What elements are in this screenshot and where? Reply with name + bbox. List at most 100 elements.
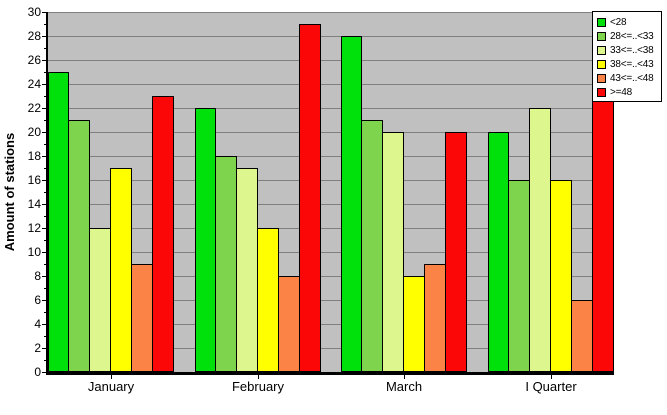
y-minor-tick-mark xyxy=(44,96,46,97)
legend-label: <28 xyxy=(610,16,627,28)
legend-label: 28<=..<33 xyxy=(610,30,654,42)
x-category-label: March xyxy=(385,379,423,394)
legend-label: 38<=..<43 xyxy=(610,58,654,70)
bar xyxy=(529,108,551,372)
bar xyxy=(361,120,383,372)
gridline xyxy=(48,252,614,253)
y-minor-tick-mark xyxy=(44,168,46,169)
bar xyxy=(195,108,216,372)
bar xyxy=(257,228,279,372)
y-minor-tick-mark xyxy=(44,312,46,313)
y-tick-label: 20 xyxy=(27,125,41,139)
y-tick-mark xyxy=(42,180,46,181)
y-minor-tick-mark xyxy=(44,72,46,73)
legend-label: 33<=..<38 xyxy=(610,44,654,56)
x-category-label: January xyxy=(87,379,135,394)
y-tick-label: 22 xyxy=(27,101,41,115)
bar xyxy=(215,156,237,372)
legend-swatch xyxy=(597,73,606,83)
y-minor-tick-mark xyxy=(44,288,46,289)
y-tick-label: 2 xyxy=(34,341,41,355)
bar xyxy=(68,120,90,372)
y-axis-line xyxy=(46,12,48,375)
y-minor-tick-mark xyxy=(44,336,46,337)
y-tick-label: 26 xyxy=(27,53,41,67)
y-tick-label: 8 xyxy=(34,269,41,283)
bar xyxy=(131,264,153,372)
legend-swatch xyxy=(597,45,606,55)
bar xyxy=(278,276,300,372)
gridline xyxy=(48,180,614,181)
y-minor-tick-mark xyxy=(44,216,46,217)
y-tick-mark xyxy=(42,36,46,37)
bar xyxy=(110,168,132,372)
bar xyxy=(299,24,321,372)
bar xyxy=(341,36,362,372)
gridline xyxy=(48,324,614,325)
x-category-label: February xyxy=(231,379,285,394)
y-tick-mark xyxy=(42,372,46,373)
y-tick-label: 14 xyxy=(27,197,41,211)
gridline xyxy=(48,156,614,157)
y-minor-tick-mark xyxy=(44,240,46,241)
y-tick-mark xyxy=(42,276,46,277)
gridline xyxy=(48,300,614,301)
bar xyxy=(403,276,425,372)
legend-item: 43<=..<48 xyxy=(597,71,658,85)
bar xyxy=(152,96,174,372)
y-tick-label: 24 xyxy=(27,77,41,91)
legend-swatch xyxy=(597,31,606,41)
y-minor-tick-mark xyxy=(44,264,46,265)
x-tick-mark xyxy=(111,375,112,379)
y-tick-label: 12 xyxy=(27,221,41,235)
legend: <28 28<=..<33 33<=..<38 38<=..<43 43<=..<48 >… xyxy=(592,11,662,102)
x-category-label: I Quarter xyxy=(525,379,577,394)
y-tick-mark xyxy=(42,204,46,205)
y-tick-mark xyxy=(42,300,46,301)
y-tick-mark xyxy=(42,60,46,61)
y-minor-tick-mark xyxy=(44,48,46,49)
y-tick-label: 18 xyxy=(27,149,41,163)
y-tick-mark xyxy=(42,132,46,133)
y-tick-label: 0 xyxy=(34,365,41,379)
legend-item: 28<=..<33 xyxy=(597,29,658,43)
y-tick-label: 30 xyxy=(27,5,41,19)
bar xyxy=(550,180,572,372)
gridline xyxy=(48,12,614,13)
legend-swatch xyxy=(597,87,606,97)
y-minor-tick-mark xyxy=(44,144,46,145)
gridline xyxy=(48,276,614,277)
y-tick-label: 28 xyxy=(27,29,41,43)
bar xyxy=(445,132,467,372)
x-tick-mark xyxy=(258,375,259,379)
legend-item: 33<=..<38 xyxy=(597,43,658,57)
x-axis-line xyxy=(46,372,614,375)
y-tick-mark xyxy=(42,12,46,13)
y-tick-mark xyxy=(42,348,46,349)
legend-swatch xyxy=(597,59,606,69)
y-minor-tick-mark xyxy=(44,24,46,25)
bar xyxy=(48,72,69,372)
legend-item: <28 xyxy=(597,15,658,29)
legend-label: >=48 xyxy=(610,86,633,98)
legend-item: 38<=..<43 xyxy=(597,57,658,71)
legend-swatch xyxy=(597,17,606,27)
y-minor-tick-mark xyxy=(44,360,46,361)
bar xyxy=(424,264,446,372)
y-minor-tick-mark xyxy=(44,192,46,193)
y-tick-label: 10 xyxy=(27,245,41,259)
y-tick-mark xyxy=(42,228,46,229)
y-tick-mark xyxy=(42,252,46,253)
gridline xyxy=(48,348,614,349)
x-tick-mark xyxy=(551,375,552,379)
bar xyxy=(592,84,614,372)
plot-area xyxy=(48,12,614,372)
y-tick-mark xyxy=(42,108,46,109)
bar xyxy=(382,132,404,372)
y-tick-mark xyxy=(42,84,46,85)
y-tick-label: 4 xyxy=(34,317,41,331)
y-tick-label: 6 xyxy=(34,293,41,307)
legend-item: >=48 xyxy=(597,85,658,99)
gridline xyxy=(48,228,614,229)
